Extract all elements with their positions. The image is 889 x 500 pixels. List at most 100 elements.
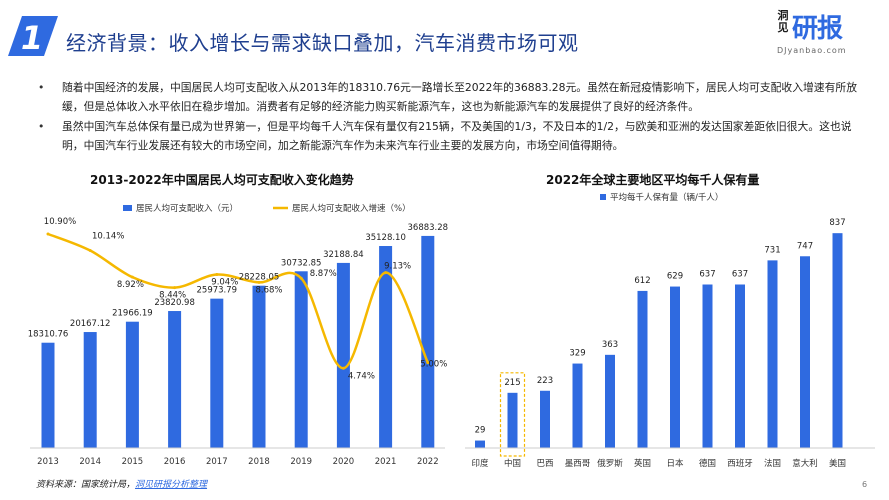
income-bar-2013 (41, 342, 55, 448)
income-chart-title: 2013-2022年中国居民人均可支配收入变化趋势 (90, 173, 354, 187)
ownership-bar-意大利 (800, 256, 810, 448)
legend-bar-swatch (123, 205, 132, 211)
income-bar-label-2017: 25973.79 (197, 286, 238, 296)
income-bar-label-2019: 30732.85 (281, 258, 322, 268)
bullet-car-ownership: 虽然中国汽车总体保有量已成为世界第一，但是平均每千人汽车保有量仅有215辆，不及… (38, 118, 868, 155)
ownership-bar-label-西班牙: 637 (732, 270, 748, 280)
ownership-bar-德国 (702, 284, 713, 448)
ownership-bar-印度 (475, 440, 485, 448)
income-bar-2014 (83, 332, 97, 448)
bullet-list: 随着中国经济的发展，中国居民人均可支配收入从2013年的18310.76元一路增… (38, 79, 868, 157)
growth-label-2015: 8.92% (117, 280, 144, 290)
ownership-bar-label-俄罗斯: 363 (602, 340, 618, 350)
income-bar-2022 (421, 235, 435, 448)
income-bar-2018 (252, 285, 266, 448)
ownership-bar-label-德国: 637 (699, 270, 715, 280)
income-x-tick-2016: 2016 (164, 457, 186, 467)
growth-point-2018 (257, 280, 261, 284)
ownership-bar-巴西 (540, 390, 550, 448)
bullet-income: 随着中国经济的发展，中国居民人均可支配收入从2013年的18310.76元一路增… (38, 79, 868, 116)
ownership-x-tick-巴西: 巴西 (536, 459, 553, 469)
income-x-tick-2020: 2020 (333, 457, 355, 467)
brand-logo: 洞见 研报 DJyanbao.com (775, 8, 875, 60)
badge-parallelogram (8, 16, 58, 56)
income-bar-2020 (336, 262, 350, 448)
ownership-x-tick-法国: 法国 (764, 458, 781, 469)
logo-url: DJyanbao.com (777, 46, 847, 55)
income-bar-label-2021: 35128.10 (365, 233, 406, 243)
growth-point-2022 (426, 361, 430, 365)
ownership-x-tick-英国: 英国 (634, 458, 651, 469)
ownership-bar-法国 (767, 260, 778, 448)
page-number: 6 (862, 480, 868, 489)
logo-small-text: 洞见 (777, 9, 789, 34)
growth-label-2018: 8.68% (255, 285, 282, 295)
china-highlight-box (499, 372, 526, 457)
growth-label-2014: 10.14% (92, 232, 124, 242)
growth-label-2020: 4.74% (348, 371, 375, 381)
ownership-x-tick-德国: 德国 (699, 458, 716, 469)
growth-point-2015 (130, 275, 134, 279)
ownership-x-tick-俄罗斯: 俄罗斯 (597, 458, 623, 469)
ownership-bar-中国 (507, 392, 518, 448)
legend-label: 平均每千人保有量（辆/千人） (610, 192, 723, 203)
ownership-bar-label-巴西: 223 (537, 376, 553, 386)
ownership-bar-label-意大利: 747 (797, 241, 813, 251)
logo-big-text: 研报 (792, 14, 843, 44)
income-bar-label-2018: 28228.05 (239, 273, 280, 283)
ownership-x-tick-西班牙: 西班牙 (727, 458, 753, 469)
ownership-bar-label-英国: 612 (634, 276, 650, 286)
income-x-tick-2017: 2017 (206, 457, 228, 467)
income-chart: 居民人均可支配收入（元） 居民人均可支配收入增速（%） 18310.762016… (28, 203, 449, 467)
growth-label-2017: 9.04% (211, 278, 238, 288)
legend-line-label: 居民人均可支配收入增速（%） (292, 203, 411, 214)
ownership-x-tick-美国: 美国 (829, 458, 846, 469)
income-x-tick-2021: 2021 (375, 457, 397, 467)
growth-point-2021 (384, 271, 388, 275)
ownership-bar-美国 (832, 233, 843, 448)
page-title: 经济背景：收入增长与需求缺口叠加，汽车消费市场可观 (66, 31, 579, 55)
ownership-x-tick-中国: 中国 (504, 458, 521, 469)
growth-point-2013 (46, 232, 50, 236)
ownership-bar-西班牙 (735, 284, 745, 448)
legend-swatch (600, 194, 606, 200)
ownership-bar-label-印度: 29 (475, 426, 486, 436)
ownership-bar-墨西哥 (572, 363, 583, 448)
income-bar-2021 (379, 246, 393, 448)
ownership-x-tick-日本: 日本 (666, 458, 684, 469)
growth-point-2016 (173, 286, 177, 290)
income-bar-2019 (294, 271, 308, 448)
ownership-bar-日本 (670, 286, 680, 448)
source-prefix: 资料来源：国家统计局， (36, 480, 136, 490)
income-bar-label-2013: 18310.76 (28, 330, 69, 340)
ownership-x-tick-墨西哥: 墨西哥 (565, 459, 591, 469)
income-x-tick-2015: 2015 (122, 457, 144, 467)
growth-point-2020 (341, 366, 345, 370)
income-x-tick-2022: 2022 (417, 457, 439, 467)
growth-label-2016: 8.44% (159, 291, 186, 301)
income-bar-2015 (125, 321, 139, 448)
growth-point-2014 (88, 249, 92, 253)
source-link[interactable]: 洞见研报分析整理 (135, 480, 208, 490)
growth-label-2022: 5.00% (420, 360, 447, 370)
growth-label-2013: 10.90% (44, 217, 76, 227)
growth-point-2017 (215, 273, 219, 277)
ownership-bar-英国 (637, 290, 648, 448)
growth-point-2019 (299, 276, 303, 280)
growth-label-2021: 9.13% (384, 262, 411, 272)
ownership-bar-label-法国: 731 (764, 245, 780, 255)
income-x-tick-2018: 2018 (248, 457, 270, 467)
ownership-chart-title: 2022年全球主要地区平均每千人保有量 (546, 173, 760, 187)
section-number: 1 (21, 19, 43, 56)
income-bar-2016 (168, 311, 182, 448)
income-x-tick-2014: 2014 (79, 457, 101, 467)
income-bar-label-2014: 20167.12 (70, 319, 111, 329)
income-chart-legend: 居民人均可支配收入（元） 居民人均可支配收入增速（%） (123, 203, 411, 214)
header: 1 经济背景：收入增长与需求缺口叠加，汽车消费市场可观 洞见 研报 DJyanb… (0, 0, 889, 62)
income-bar-label-2022: 36883.28 (408, 223, 449, 233)
legend-bar-label: 居民人均可支配收入（元） (136, 203, 238, 214)
section-number-badge: 1 (8, 16, 58, 56)
income-x-tick-2019: 2019 (290, 457, 312, 467)
ownership-bar-label-日本: 629 (667, 272, 683, 282)
growth-rate-line (47, 232, 429, 370)
